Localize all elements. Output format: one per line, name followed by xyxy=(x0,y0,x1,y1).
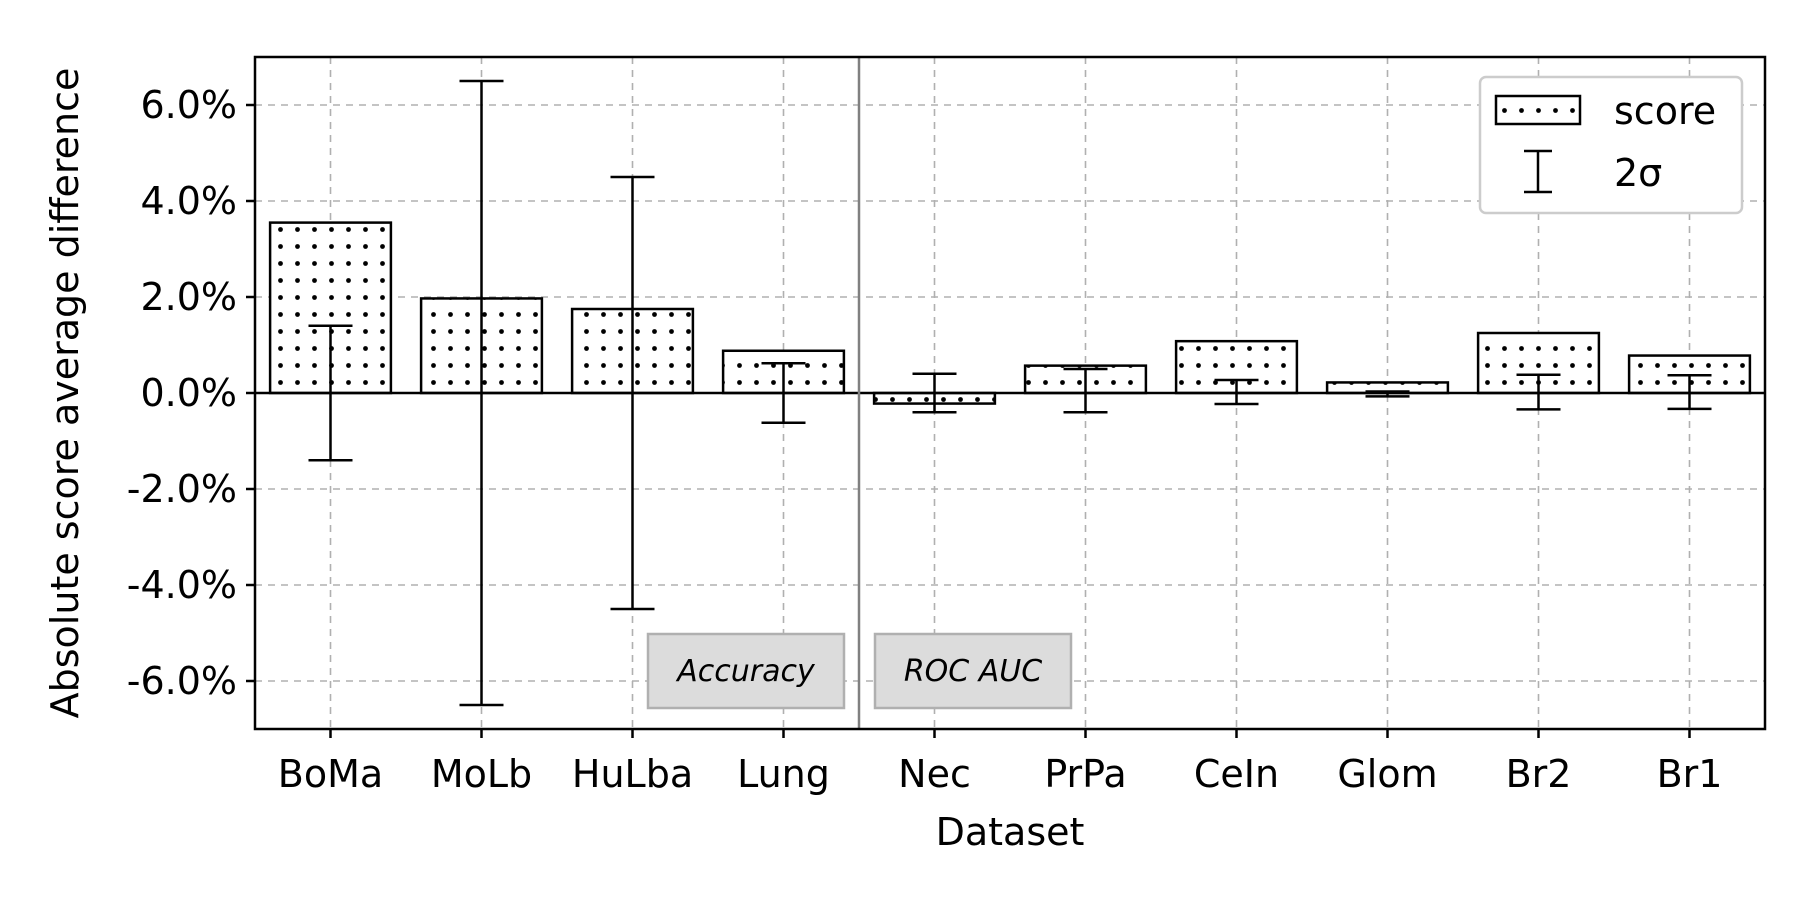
y-tick-label: 0.0% xyxy=(140,371,237,415)
y-tick-label: -6.0% xyxy=(127,659,237,703)
x-axis-ticks: BoMa MoLb HuLba Lung Nec PrPa CeIn Glom Br2 Br1 xyxy=(278,729,1723,796)
section-label-roc-auc-box xyxy=(873,632,1073,710)
y-tick-label: 6.0% xyxy=(140,83,237,127)
error-bar-prpa xyxy=(1063,367,1108,414)
x-tick-label-hulba: HuLba xyxy=(572,752,693,796)
section-label-accuracy-box xyxy=(646,632,846,710)
x-tick-label-br1: Br1 xyxy=(1657,752,1723,796)
x-tick-label-molb: MoLb xyxy=(431,752,532,796)
y-tick-label: 4.0% xyxy=(140,179,237,223)
x-tick-label-lung: Lung xyxy=(737,752,830,796)
y-tick-label: -4.0% xyxy=(127,563,237,607)
y-tick-label: 2.0% xyxy=(140,275,237,319)
x-tick-label-boma: BoMa xyxy=(278,752,383,796)
legend-label-score: score xyxy=(1614,89,1716,133)
y-axis-title: Absolute score average difference xyxy=(43,68,87,719)
legend-swatch-score xyxy=(1494,94,1582,126)
legend-swatch-error xyxy=(1524,149,1552,194)
x-tick-label-cein: CeIn xyxy=(1194,752,1279,796)
legend-label-error: 2σ xyxy=(1614,151,1662,195)
x-tick-label-glom: Glom xyxy=(1337,752,1437,796)
x-tick-label-prpa: PrPa xyxy=(1044,752,1126,796)
x-tick-label-br2: Br2 xyxy=(1506,752,1572,796)
section-label-roc-auc-text: ROC AUC xyxy=(904,654,1042,689)
y-axis-ticks: -6.0% -4.0% -2.0% 0.0% 2.0% 4.0% 6.0% xyxy=(127,83,255,703)
y-tick-label: -2.0% xyxy=(127,467,237,511)
section-label-accuracy-text: Accuracy xyxy=(675,654,816,689)
x-axis-title: Dataset xyxy=(936,810,1085,854)
x-tick-label-nec: Nec xyxy=(898,752,971,796)
section-label-roc-auc: ROC AUC xyxy=(873,632,1073,710)
section-label-accuracy: Accuracy xyxy=(646,632,846,710)
legend: score 2σ xyxy=(1478,75,1744,215)
